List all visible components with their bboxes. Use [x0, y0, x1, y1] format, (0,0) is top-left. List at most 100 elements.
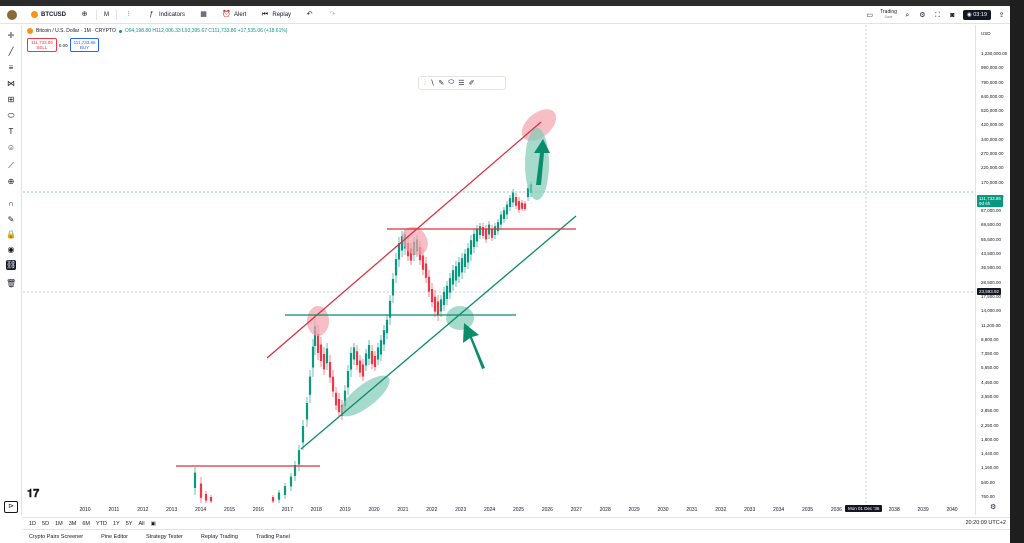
shape-icon[interactable]: ⬭ [448, 79, 455, 86]
date-range-icon[interactable]: ▣ [150, 520, 156, 527]
panel-tab-trading-panel[interactable]: Trading Panel [255, 533, 290, 540]
range-button-3m[interactable]: 3M [68, 520, 77, 527]
candle-body [391, 279, 395, 296]
candle-body [331, 376, 335, 392]
panel-tab-replay-trading[interactable]: Replay Trading [200, 533, 238, 540]
line-tool-icon[interactable]: ∖ [429, 80, 435, 87]
price-axis[interactable]: USD 1,230,000.00 990,000.00 790,000.00 640,… [975, 25, 1010, 515]
range-button-5y[interactable]: 5Y [125, 520, 133, 527]
chart-canvas[interactable] [23, 25, 975, 503]
candle-body [448, 278, 452, 293]
replay-button[interactable]: ⏮ Replay [253, 6, 298, 24]
alert-button[interactable]: ⏰ Alert [215, 6, 253, 24]
candle-body [493, 226, 497, 235]
range-button-1m[interactable]: 1M [55, 520, 63, 527]
panel-tab-strategy-tester[interactable]: Strategy Tester [146, 533, 183, 540]
panel-tab-crypto-pairs-screener[interactable]: Crypto Pairs Screener [29, 533, 84, 540]
support-touch-zone[interactable] [335, 369, 396, 423]
buy-button[interactable]: 111,733.86 BUY [69, 38, 100, 52]
year-tick-label: 2040 [946, 507, 958, 513]
projection-icon[interactable]: ⊞ [7, 95, 15, 104]
target-zone[interactable] [516, 103, 562, 147]
range-button-ytd[interactable]: YTD [95, 520, 107, 527]
price-tick-label: 35,500.00 [981, 265, 1002, 271]
candle-body [499, 214, 503, 225]
text-icon[interactable]: T [8, 127, 14, 136]
crosshair-date-value: Mon 01 Dec '36 [848, 506, 880, 511]
timezone-label[interactable]: 20:20:09 UTC+2 [965, 520, 1006, 526]
candle-body [379, 340, 383, 355]
brush-icon[interactable]: ✐ [468, 80, 475, 87]
breakout-zone[interactable] [525, 128, 549, 200]
candle-body [193, 472, 197, 488]
fib-icon[interactable]: ≡ [8, 63, 14, 72]
axis-settings-icon[interactable]: ⚙ [990, 504, 997, 511]
emoji-icon[interactable]: ☺ [6, 143, 16, 152]
resistance-touch-zone[interactable] [307, 306, 329, 336]
settings-icon[interactable]: ⚙ [919, 11, 926, 19]
buy-sell-widget: 111,733.86 SELL 0.00 111,733.86 BUY [27, 38, 100, 52]
link-icon[interactable]: ⛓ [6, 260, 17, 270]
redo-button[interactable]: ↷ [321, 6, 344, 24]
target-arrow[interactable] [534, 139, 550, 185]
symbol-search-button[interactable]: BTCUSD [24, 6, 73, 24]
range-button-6m[interactable]: 6M [82, 520, 90, 527]
fullscreen-icon[interactable]: ⛶ [934, 11, 940, 19]
object-tree-icon[interactable]: ⊳ [4, 501, 18, 513]
trendline-icon[interactable]: ╱ [8, 47, 14, 56]
candle-body [469, 240, 473, 255]
candle-body [427, 276, 431, 292]
compare-symbol-button[interactable]: ⊕ [73, 6, 96, 24]
clock-badge[interactable]: ◉ 03:19 [962, 10, 991, 20]
settings-lines-icon[interactable]: ☰ [458, 80, 465, 87]
indicators-button[interactable]: ƒ Indicators [140, 6, 192, 24]
panel-tab-pine-editor[interactable]: Pine Editor [101, 533, 129, 540]
price-tick-label: 1,160.00 [981, 465, 999, 471]
candle-body [361, 364, 365, 377]
publish-icon[interactable]: ⇪ [998, 11, 1005, 19]
zoom-icon[interactable]: ⊕ [7, 177, 15, 186]
drag-handle-icon[interactable]: ⁞ [424, 79, 426, 87]
brush-icon[interactable]: ⬭ [7, 111, 15, 120]
magnet-icon[interactable]: ∩ [8, 199, 14, 208]
range-button-1d[interactable]: 1D [29, 520, 37, 527]
candle-body [454, 266, 458, 281]
undo-button[interactable]: ↶ [298, 6, 321, 24]
pencil-icon[interactable]: ✎ [438, 80, 445, 87]
search-icon[interactable]: ⌕ [905, 11, 910, 19]
candle-body [209, 497, 213, 502]
legend-title: Bitcoin / U.S. Dollar · 1M · CRYPTO [36, 28, 116, 34]
sell-button[interactable]: 111,733.86 SELL [27, 38, 57, 52]
ruler-icon[interactable]: ⟋ [8, 161, 14, 170]
candle-body [445, 285, 449, 299]
camera-icon[interactable]: ◙ [950, 11, 955, 19]
candle-body [370, 351, 374, 365]
lock-icon[interactable]: 🔒 [6, 230, 16, 239]
candle-body [523, 203, 527, 209]
time-axis[interactable]: 2010 2011 2012 2013 2014 2015 2016 2017 2018 2019… [23, 503, 975, 515]
avatar[interactable] [0, 6, 24, 24]
crosshair-icon[interactable]: ✛ [7, 31, 15, 40]
pattern-icon[interactable]: ⋈ [7, 79, 15, 88]
lower-channel-line[interactable] [300, 215, 577, 450]
top-toolbar: BTCUSD ⊕ M ⫶ ƒ Indicators ▦ ⏰ Alert ⏮ Repla… [0, 6, 1010, 24]
price-tick-label: 43,500.00 [981, 251, 1002, 257]
eye-icon[interactable]: ◉ [7, 245, 15, 254]
trash-icon[interactable]: 🗑 [6, 279, 17, 288]
layout-icon[interactable]: ▭ [866, 11, 873, 19]
range-button-all[interactable]: All [138, 520, 145, 527]
range-button-1y[interactable]: 1Y [112, 520, 120, 527]
price-tick-label: 87,000.00 [981, 208, 1002, 214]
trading-save-button[interactable]: Trading Save [880, 10, 897, 20]
chart-type-button[interactable]: ⫶ [117, 6, 140, 24]
upper-channel-line[interactable] [266, 121, 542, 359]
support-touch-zone[interactable] [446, 306, 474, 330]
resistance-touch-zone[interactable] [397, 222, 433, 260]
bounce-arrow[interactable] [463, 323, 485, 369]
range-button-5d[interactable]: 5D [42, 520, 50, 527]
templates-button[interactable]: ▦ [192, 6, 215, 24]
stay-drawing-icon[interactable]: ✎ [7, 215, 15, 224]
interval-button[interactable]: M [97, 6, 116, 24]
chart-pane[interactable]: Bitcoin / U.S. Dollar · 1M · CRYPTO O94,… [23, 25, 975, 515]
drawing-float-toolbar: ⁞ ∖ ✎ ⬭ ☰ ✐ [418, 76, 506, 90]
